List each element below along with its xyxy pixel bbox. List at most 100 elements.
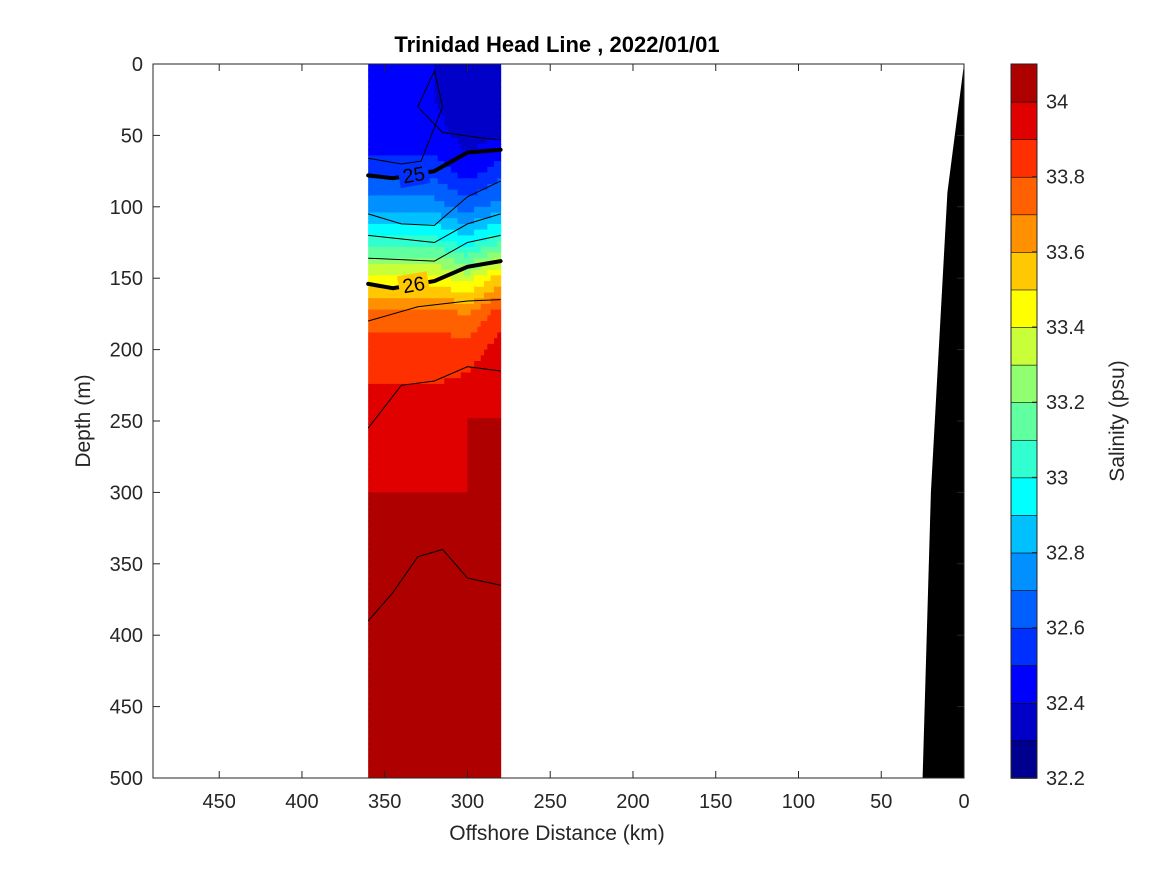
heatmap-cell <box>460 161 465 168</box>
heatmap-cell <box>490 332 495 339</box>
heatmap-cell <box>424 361 429 368</box>
heatmap-cell <box>368 212 373 219</box>
heatmap-cell <box>407 698 412 705</box>
heatmap-cell <box>391 395 396 402</box>
heatmap-cell <box>454 195 459 202</box>
heatmap-cell <box>401 201 406 208</box>
heatmap-cell <box>417 332 422 339</box>
heatmap-cell <box>378 309 382 316</box>
heatmap-cell <box>464 64 469 71</box>
heatmap-cell <box>447 469 452 476</box>
heatmap-cell <box>444 446 449 454</box>
heatmap-cell <box>401 189 406 196</box>
heatmap-cell <box>388 109 392 117</box>
heatmap-cell <box>454 332 459 339</box>
heatmap-cell <box>391 475 396 482</box>
heatmap-cell <box>434 332 439 339</box>
heatmap-cell <box>470 549 475 556</box>
heatmap-cell <box>437 572 442 579</box>
heatmap-cell <box>490 760 495 768</box>
heatmap-cell <box>457 183 462 191</box>
heatmap-cell <box>484 572 488 579</box>
heatmap-cell <box>378 183 382 191</box>
heatmap-cell <box>477 69 482 77</box>
heatmap-cell <box>368 298 373 305</box>
heatmap-cell <box>477 680 482 688</box>
heatmap-cell <box>417 503 422 511</box>
heatmap-cell <box>487 395 492 402</box>
heatmap-cell <box>394 92 399 99</box>
heatmap-cell <box>464 183 469 191</box>
heatmap-cell <box>427 772 432 778</box>
heatmap-cell <box>457 520 462 528</box>
heatmap-cell <box>404 549 409 556</box>
heatmap-cell <box>474 726 478 733</box>
heatmap-cell <box>407 401 412 408</box>
heatmap-cell <box>497 98 502 105</box>
heatmap-cell <box>384 138 389 145</box>
heatmap-cell <box>368 732 373 739</box>
heatmap-cell <box>434 372 439 379</box>
heatmap-cell <box>388 195 392 202</box>
heatmap-cell <box>388 64 392 71</box>
heatmap-cell <box>417 132 422 139</box>
heatmap-cell <box>437 755 442 762</box>
heatmap-cell <box>404 298 409 305</box>
heatmap-cell <box>460 383 465 391</box>
heatmap-cell <box>450 189 455 196</box>
heatmap-cell <box>490 138 495 145</box>
heatmap-cell <box>493 126 498 134</box>
heatmap-cell <box>434 583 439 591</box>
heatmap-cell <box>417 252 422 259</box>
heatmap-cell <box>434 343 439 351</box>
heatmap-cell <box>384 258 389 265</box>
heatmap-cell <box>404 572 409 579</box>
heatmap-cell <box>411 492 416 499</box>
heatmap-cell <box>447 572 452 579</box>
heatmap-cell <box>368 720 373 728</box>
heatmap-cell <box>421 258 426 265</box>
heatmap-cell <box>414 429 419 436</box>
heatmap-cell <box>431 372 435 379</box>
heatmap-cell <box>384 738 389 745</box>
heatmap-cell <box>368 269 373 276</box>
heatmap-cell <box>427 538 432 545</box>
heatmap-cell <box>474 258 478 265</box>
heatmap-cell <box>464 715 469 722</box>
heatmap-cell <box>484 440 488 448</box>
heatmap-cell <box>424 309 429 316</box>
heatmap-cell <box>414 223 419 231</box>
heatmap-cell <box>371 178 376 185</box>
heatmap-cell <box>480 252 485 259</box>
heatmap-cell <box>427 492 432 499</box>
heatmap-cell <box>434 486 439 493</box>
heatmap-cell <box>450 412 455 419</box>
heatmap-cell <box>394 98 399 105</box>
heatmap-cell <box>434 281 439 288</box>
heatmap-cell <box>493 241 498 248</box>
heatmap-cell <box>391 635 396 642</box>
heatmap-cell <box>407 183 412 191</box>
heatmap-cell <box>397 515 402 522</box>
heatmap-cell <box>407 686 412 693</box>
heatmap-cell <box>427 429 432 436</box>
heatmap-cell <box>480 475 485 482</box>
heatmap-cell <box>427 743 432 751</box>
heatmap-cell <box>440 469 445 476</box>
heatmap-cell <box>440 578 445 585</box>
heatmap-cell <box>391 703 396 711</box>
heatmap-cell <box>414 663 419 671</box>
heatmap-cell <box>450 86 455 94</box>
heatmap-cell <box>378 195 382 202</box>
heatmap-cell <box>457 549 462 556</box>
heatmap-cell <box>427 69 432 77</box>
heatmap-cell <box>374 618 379 625</box>
heatmap-cell <box>487 669 492 676</box>
heatmap-cell <box>464 246 469 254</box>
heatmap-cell <box>378 675 382 682</box>
heatmap-cell <box>417 361 422 368</box>
heatmap-cell <box>470 161 475 168</box>
heatmap-cell <box>457 418 462 425</box>
heatmap-cell <box>470 121 475 128</box>
heatmap-cell <box>371 703 376 711</box>
